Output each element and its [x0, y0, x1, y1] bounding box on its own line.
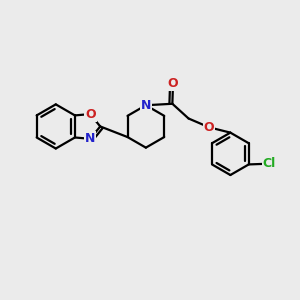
Text: O: O — [85, 108, 95, 121]
Text: N: N — [141, 99, 151, 112]
Text: O: O — [168, 77, 178, 90]
Text: O: O — [204, 121, 214, 134]
Text: N: N — [85, 132, 95, 145]
Text: Cl: Cl — [263, 157, 276, 170]
